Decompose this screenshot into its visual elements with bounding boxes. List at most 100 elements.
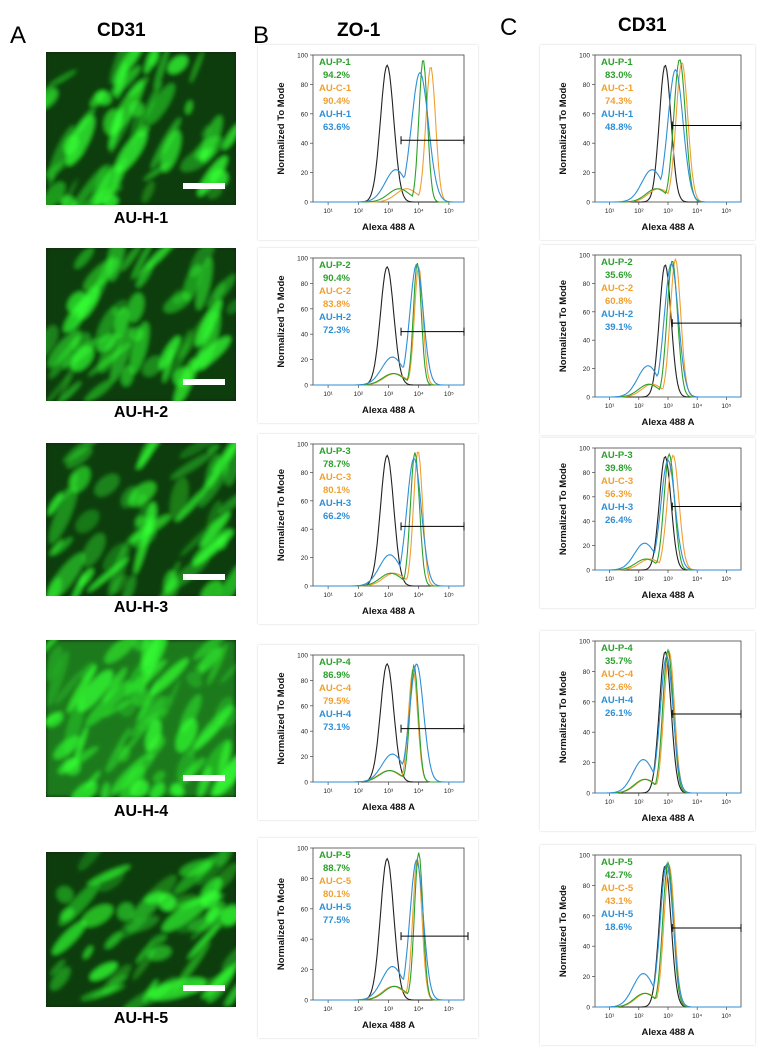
y-tick-label: 100 [579, 639, 590, 646]
y-tick-label: 0 [586, 791, 590, 798]
legend-au-h-value: 39.1% [605, 322, 632, 333]
y-tick-label: 40 [301, 729, 309, 736]
y-axis-label: Normalized To Mode [558, 82, 569, 174]
x-tick-label: 10⁵ [444, 391, 454, 398]
y-tick-label: 80 [583, 669, 591, 676]
x-tick-label: 10² [354, 208, 364, 215]
legend-au-h-value: 73.1% [323, 722, 350, 733]
y-tick-label: 40 [583, 730, 591, 737]
y-tick-label: 100 [297, 53, 308, 60]
y-axis-label: Normalized To Mode [276, 82, 287, 174]
microscopy-image-3 [46, 443, 236, 596]
x-tick-label: 10⁴ [692, 403, 702, 410]
scale-bar [183, 775, 225, 781]
legend-au-c-value: 79.5% [323, 696, 350, 707]
y-tick-label: 0 [304, 780, 308, 787]
x-tick-label: 10² [634, 576, 644, 583]
x-tick-label: 10² [354, 391, 364, 398]
legend-au-p-value: 35.7% [605, 656, 632, 667]
y-tick-label: 0 [304, 200, 308, 207]
x-tick-label: 10³ [384, 1006, 394, 1013]
y-tick-label: 80 [301, 678, 309, 685]
y-tick-label: 40 [301, 141, 309, 148]
legend-au-p-name: AU-P-1 [319, 57, 351, 68]
x-tick-label: 10⁵ [444, 592, 454, 599]
y-tick-label: 80 [583, 82, 591, 89]
microscopy-image-4 [46, 640, 236, 797]
x-tick-label: 10¹ [323, 788, 333, 795]
x-tick-label: 10⁴ [692, 1013, 702, 1020]
x-tick-label: 10¹ [605, 208, 615, 215]
legend-au-p-name: AU-P-3 [601, 450, 633, 461]
x-tick-label: 10¹ [605, 799, 615, 806]
x-axis-label: Alexa 488 A [642, 417, 695, 428]
microscopy-image-5 [46, 852, 236, 1007]
au-h-series-line [595, 459, 741, 571]
flow-histogram-c5: 0 20 40 60 80 100 10¹ 10² 10³ 10⁴ 10⁵ Alexa 488 A No… [540, 845, 755, 1045]
y-tick-label: 20 [583, 170, 591, 177]
x-tick-label: 10³ [384, 208, 394, 215]
y-axis-label: Normalized To Mode [558, 280, 569, 372]
x-tick-label: 10⁴ [414, 208, 424, 215]
legend-au-h-name: AU-H-1 [601, 109, 634, 120]
microscopy-texture [46, 852, 236, 1007]
y-tick-label: 100 [579, 853, 590, 860]
legend-au-c-value: 56.3% [605, 489, 632, 500]
panel-letter-c: C [500, 14, 518, 41]
legend-au-p-name: AU-P-4 [601, 643, 633, 654]
legend-au-p-name: AU-P-5 [319, 850, 351, 861]
microscopy-image-2 [46, 248, 236, 401]
histogram-svg: 0 20 40 60 80 100 10¹ 10² 10³ 10⁴ 10⁵ Alexa 488 A No… [276, 256, 465, 416]
y-tick-label: 20 [301, 555, 309, 562]
y-tick-label: 0 [586, 1005, 590, 1012]
legend-au-p-name: AU-P-3 [319, 446, 351, 457]
x-tick-label: 10² [634, 1013, 644, 1020]
x-tick-label: 10² [354, 1006, 364, 1013]
y-tick-label: 60 [301, 306, 309, 313]
sample-label: AU-H-3 [113, 599, 169, 616]
legend-au-h-value: 18.6% [605, 922, 632, 933]
y-tick-label: 40 [301, 332, 309, 339]
x-tick-label: 10¹ [605, 1013, 615, 1020]
au-h-series-line [313, 457, 464, 587]
au-h-series-line [595, 654, 741, 794]
x-tick-label: 10⁵ [721, 799, 731, 806]
y-axis-label: Normalized To Mode [276, 469, 287, 561]
flow-histogram-b3: 0 20 40 60 80 100 10¹ 10² 10³ 10⁴ 10⁵ Alexa 488 A No… [258, 434, 478, 624]
y-tick-label: 40 [583, 338, 591, 345]
legend-au-p-value: 35.6% [605, 270, 632, 281]
flow-histogram-c3: 0 20 40 60 80 100 10¹ 10² 10³ 10⁴ 10⁵ Alexa 488 A No… [540, 438, 755, 608]
microscopy-texture [46, 52, 236, 205]
legend-au-p-value: 78.7% [323, 459, 350, 470]
legend-au-h-name: AU-H-5 [319, 902, 352, 913]
y-tick-label: 40 [583, 519, 591, 526]
au-p-series-line [313, 852, 464, 1001]
histogram-svg: 0 20 40 60 80 100 10¹ 10² 10³ 10⁴ 10⁵ Alexa 488 A No… [276, 53, 465, 233]
x-tick-label: 10³ [384, 592, 394, 599]
y-tick-label: 20 [583, 974, 591, 981]
x-tick-label: 10³ [663, 576, 673, 583]
x-axis-label: Alexa 488 A [642, 590, 695, 601]
legend-au-c-value: 43.1% [605, 896, 632, 907]
au-h-series-line [595, 262, 741, 398]
scale-bar [183, 574, 225, 580]
histogram-svg: 0 20 40 60 80 100 10¹ 10² 10³ 10⁴ 10⁵ Alexa 488 A No… [276, 442, 465, 617]
legend-au-h-value: 72.3% [323, 325, 350, 336]
legend-au-c-value: 60.8% [605, 296, 632, 307]
x-tick-label: 10¹ [323, 391, 333, 398]
au-h-series-line [313, 663, 464, 783]
y-tick-label: 20 [583, 543, 591, 550]
x-tick-label: 10¹ [605, 576, 615, 583]
legend-au-p-value: 42.7% [605, 870, 632, 881]
legend-au-h-name: AU-H-4 [319, 709, 352, 720]
flow-histogram-c4: 0 20 40 60 80 100 10¹ 10² 10³ 10⁴ 10⁵ Alexa 488 A No… [540, 631, 755, 831]
panel-letter-b: B [253, 22, 270, 49]
y-tick-label: 40 [583, 141, 591, 148]
x-axis-label: Alexa 488 A [362, 222, 415, 233]
microscopy-texture [46, 443, 236, 596]
flow-histogram-b5: 0 20 40 60 80 100 10¹ 10² 10³ 10⁴ 10⁵ Alexa 488 A No… [258, 838, 478, 1038]
y-tick-label: 20 [301, 967, 309, 974]
histogram-svg: 0 20 40 60 80 100 10¹ 10² 10³ 10⁴ 10⁵ Alexa 488 A No… [558, 446, 742, 601]
y-axis-label: Normalized To Mode [276, 275, 287, 367]
y-axis-label: Normalized To Mode [558, 463, 569, 555]
